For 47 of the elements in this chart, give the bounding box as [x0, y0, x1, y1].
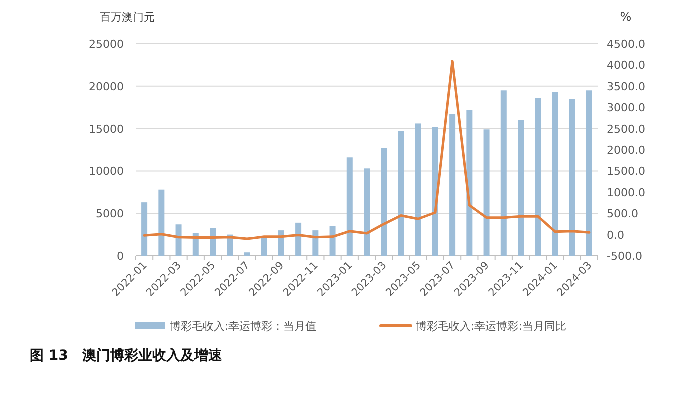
y-tick-label: 5000: [96, 208, 124, 221]
bar: [142, 202, 148, 256]
legend-label: 博彩毛收入:幸运博彩:当月同比: [416, 320, 566, 333]
bar: [535, 98, 542, 256]
y2-tick-label: 1000.0: [607, 186, 646, 200]
y2-tick-label: -500.0: [607, 250, 642, 263]
bar: [158, 190, 165, 256]
y-tick-label: 25000: [89, 38, 124, 51]
bar: [586, 90, 592, 256]
bar: [210, 228, 216, 256]
bar: [330, 226, 336, 256]
y-tick-label: 10000: [89, 165, 124, 178]
y-axis-title: 百万澳门元: [100, 11, 155, 24]
y2-axis-title: %: [620, 10, 632, 24]
y2-tick-label: 2500.0: [607, 122, 646, 136]
legend-label: 博彩毛收入:幸运博彩：当月值: [170, 320, 317, 333]
y2-tick-label: 4500.0: [607, 38, 646, 51]
bar: [398, 131, 404, 256]
y-tick-label: 15000: [89, 122, 124, 136]
line-series: [143, 60, 591, 240]
y-tick-label: 20000: [89, 80, 124, 94]
y2-tick-label: 3500.0: [607, 80, 646, 94]
bar: [176, 224, 182, 256]
bar: [261, 237, 268, 256]
bar: [500, 90, 507, 256]
bar: [432, 127, 438, 256]
bar: [296, 222, 302, 256]
y2-tick-label: 0.0: [607, 228, 624, 242]
bar: [312, 230, 319, 256]
caption: 图 13 澳门博彩业收入及增速: [30, 347, 224, 364]
bar: [569, 99, 576, 256]
bar: [518, 120, 524, 256]
bar: [346, 158, 353, 256]
bar: [484, 130, 490, 256]
y2-tick-label: 4000.0: [607, 59, 646, 72]
bar: [450, 114, 456, 256]
bar: [244, 252, 250, 256]
y2-tick-label: 3000.0: [607, 102, 646, 115]
bar: [552, 92, 558, 256]
bar: [381, 148, 388, 256]
bar: [466, 110, 473, 256]
y2-tick-label: 500.0: [607, 208, 638, 221]
y2-tick-label: 2000.0: [607, 144, 646, 157]
y2-tick-label: 1500.0: [607, 165, 646, 178]
bar: [364, 168, 370, 256]
bar: [415, 124, 422, 256]
y-tick-label: 0: [117, 250, 124, 263]
